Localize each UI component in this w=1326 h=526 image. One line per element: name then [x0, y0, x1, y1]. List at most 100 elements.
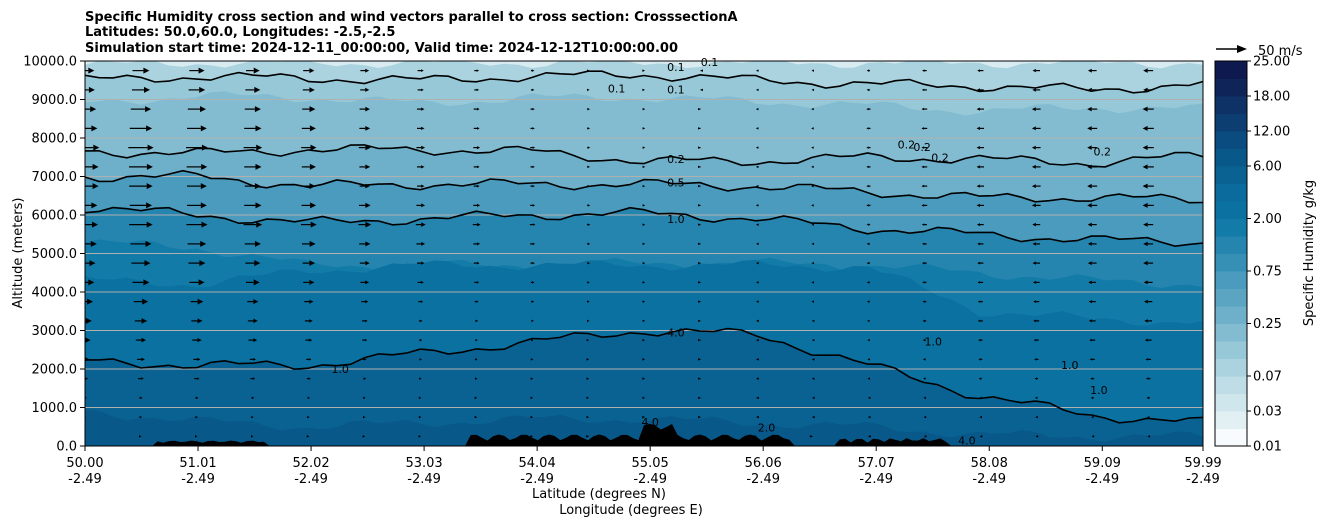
- colorbar-band: [1215, 166, 1247, 184]
- colorbar-tick-label: 2.00: [1253, 212, 1282, 227]
- wind-arrow-head: [1032, 222, 1036, 227]
- wind-arrow-head: [586, 377, 590, 380]
- wind-arrow-head: [1142, 183, 1148, 189]
- wind-arrow-head: [1087, 164, 1092, 170]
- colorbar-band: [1215, 411, 1247, 429]
- colorbar-band: [1215, 341, 1247, 359]
- wind-arrow-head: [1144, 338, 1148, 342]
- wind-arrow-head: [756, 377, 759, 380]
- wind-arrow-head: [642, 146, 646, 149]
- contour-labels: 0.1 0.1 0.1 0.1 0.2 0.5 1.0 4.0 4.0 4.0 2.0 1.0 1.0 1…: [331, 56, 1111, 447]
- wind-arrow-head: [197, 377, 200, 380]
- wind-arrow-head: [421, 69, 424, 72]
- wind-arrow-head: [364, 358, 367, 361]
- y-tick-label: 7000.0: [32, 170, 78, 185]
- wind-arrow-head: [531, 88, 535, 92]
- wind-arrow-head: [811, 204, 814, 207]
- wind-arrow-head: [141, 357, 145, 362]
- wind-arrow-head: [811, 338, 815, 342]
- colorbar-ticks: 0.01 0.03 0.07 0.25 0.75 2.00 6.00 12.00 18.00 25…: [1247, 55, 1290, 455]
- wind-arrow-head: [642, 107, 646, 111]
- wind-arrow-head: [309, 87, 315, 93]
- wind-arrow-head: [530, 415, 534, 419]
- wind-arrow-head: [310, 221, 317, 228]
- colorbar-band: [1215, 393, 1247, 412]
- wind-arrow-head: [201, 163, 208, 170]
- wind-arrow-head: [85, 317, 92, 324]
- wind-arrow-head: [144, 260, 151, 267]
- colorbar-band: [1215, 358, 1247, 377]
- wind-arrow-head: [421, 184, 425, 188]
- wind-arrow-head: [477, 203, 481, 207]
- wind-arrow-head: [809, 435, 813, 438]
- y-tick-label: 8000.0: [32, 132, 78, 147]
- wind-arrow-head: [698, 300, 701, 303]
- wind-arrow-head: [755, 127, 759, 130]
- wind-arrow-head: [364, 338, 368, 342]
- wind-arrow-head: [698, 338, 701, 342]
- wind-arrow-head: [922, 300, 925, 303]
- wind-arrow-head: [1144, 299, 1148, 304]
- wind-arrow-head: [586, 415, 589, 419]
- wind-arrow-head: [811, 184, 814, 188]
- wind-arrow-head: [92, 163, 99, 170]
- wind-arrow-head: [93, 144, 100, 151]
- wind-arrow-head: [921, 165, 925, 169]
- wind-arrow-head: [700, 88, 703, 92]
- wind-arrow-head: [88, 279, 95, 286]
- wind-arrow-head: [698, 319, 701, 323]
- wind-arrow-head: [365, 260, 370, 266]
- wind-arrow-head: [255, 163, 262, 170]
- wind-arrow-head: [921, 146, 925, 149]
- wind-arrow-head: [1087, 261, 1092, 266]
- wind-arrow-head: [921, 184, 925, 188]
- quiver-key-label: 50 m/s: [1258, 44, 1303, 59]
- wind-arrow-head: [199, 260, 206, 267]
- colorbar-tick-label: 6.00: [1253, 160, 1282, 175]
- wind-arrow-head: [811, 261, 814, 265]
- x-tick-label-latitude: 59.99: [1184, 456, 1221, 471]
- wind-arrow-head: [139, 435, 142, 438]
- contour-label: 0.1: [608, 83, 626, 96]
- wind-arrow-head: [201, 144, 208, 151]
- wind-arrow-head: [921, 204, 925, 207]
- wind-arrow-head: [587, 88, 590, 92]
- colorbar-tick-label: 0.07: [1253, 370, 1282, 385]
- wind-arrow-head: [253, 67, 260, 74]
- wind-arrow-head: [1091, 435, 1095, 438]
- wind-arrow-head: [866, 261, 870, 265]
- wind-arrow-head: [309, 163, 316, 170]
- wind-arrow-head: [587, 146, 591, 149]
- wind-arrow-head: [251, 396, 255, 400]
- wind-arrow-head: [866, 165, 869, 169]
- contour-label: 0.2: [898, 139, 916, 152]
- terrain-profile: [85, 423, 1203, 446]
- wind-arrow-head: [921, 107, 925, 111]
- wind-arrow-head: [196, 396, 199, 400]
- wind-arrow-head: [587, 127, 590, 130]
- wind-arrow-head: [310, 144, 317, 151]
- colorbar-band: [1215, 376, 1247, 394]
- wind-arrow-head: [642, 415, 645, 419]
- contour-label: 2.0: [758, 422, 776, 435]
- wind-arrow-head: [421, 165, 425, 169]
- wind-arrow-head: [530, 358, 534, 361]
- colorbar-tick-label: 0.75: [1253, 265, 1282, 280]
- wind-arrow-head: [866, 223, 870, 226]
- plot-area: 0.1 0.1 0.1 0.1 0.2 0.5 1.0 4.0 4.0 4.0 2.0 1.0 1.0 1…: [84, 56, 1204, 448]
- quiver-key: 50 m/s: [1216, 44, 1303, 59]
- wind-arrow-head: [811, 377, 815, 380]
- wind-arrow-head: [141, 318, 148, 324]
- wind-arrow-head: [977, 319, 981, 323]
- wind-arrow-head: [530, 435, 533, 438]
- wind-arrow-head: [363, 377, 367, 380]
- wind-arrow-head: [476, 300, 479, 303]
- wind-arrow-head: [309, 260, 315, 266]
- wind-arrow-head: [477, 165, 480, 169]
- wind-arrow-head: [85, 337, 91, 343]
- wind-arrow-head: [1034, 396, 1038, 400]
- wind-arrow-head: [141, 337, 147, 343]
- wind-arrow-head: [197, 338, 202, 343]
- wind-arrow-head: [1091, 415, 1094, 419]
- wind-arrow-head: [144, 86, 150, 93]
